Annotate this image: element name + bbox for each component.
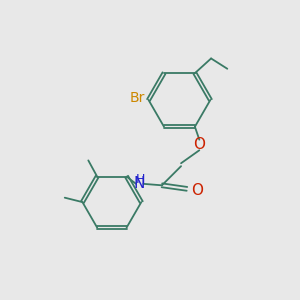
Text: Br: Br (130, 92, 145, 106)
Text: N: N (133, 176, 145, 191)
Text: H: H (136, 173, 145, 186)
Text: O: O (191, 183, 203, 198)
Text: O: O (193, 137, 205, 152)
